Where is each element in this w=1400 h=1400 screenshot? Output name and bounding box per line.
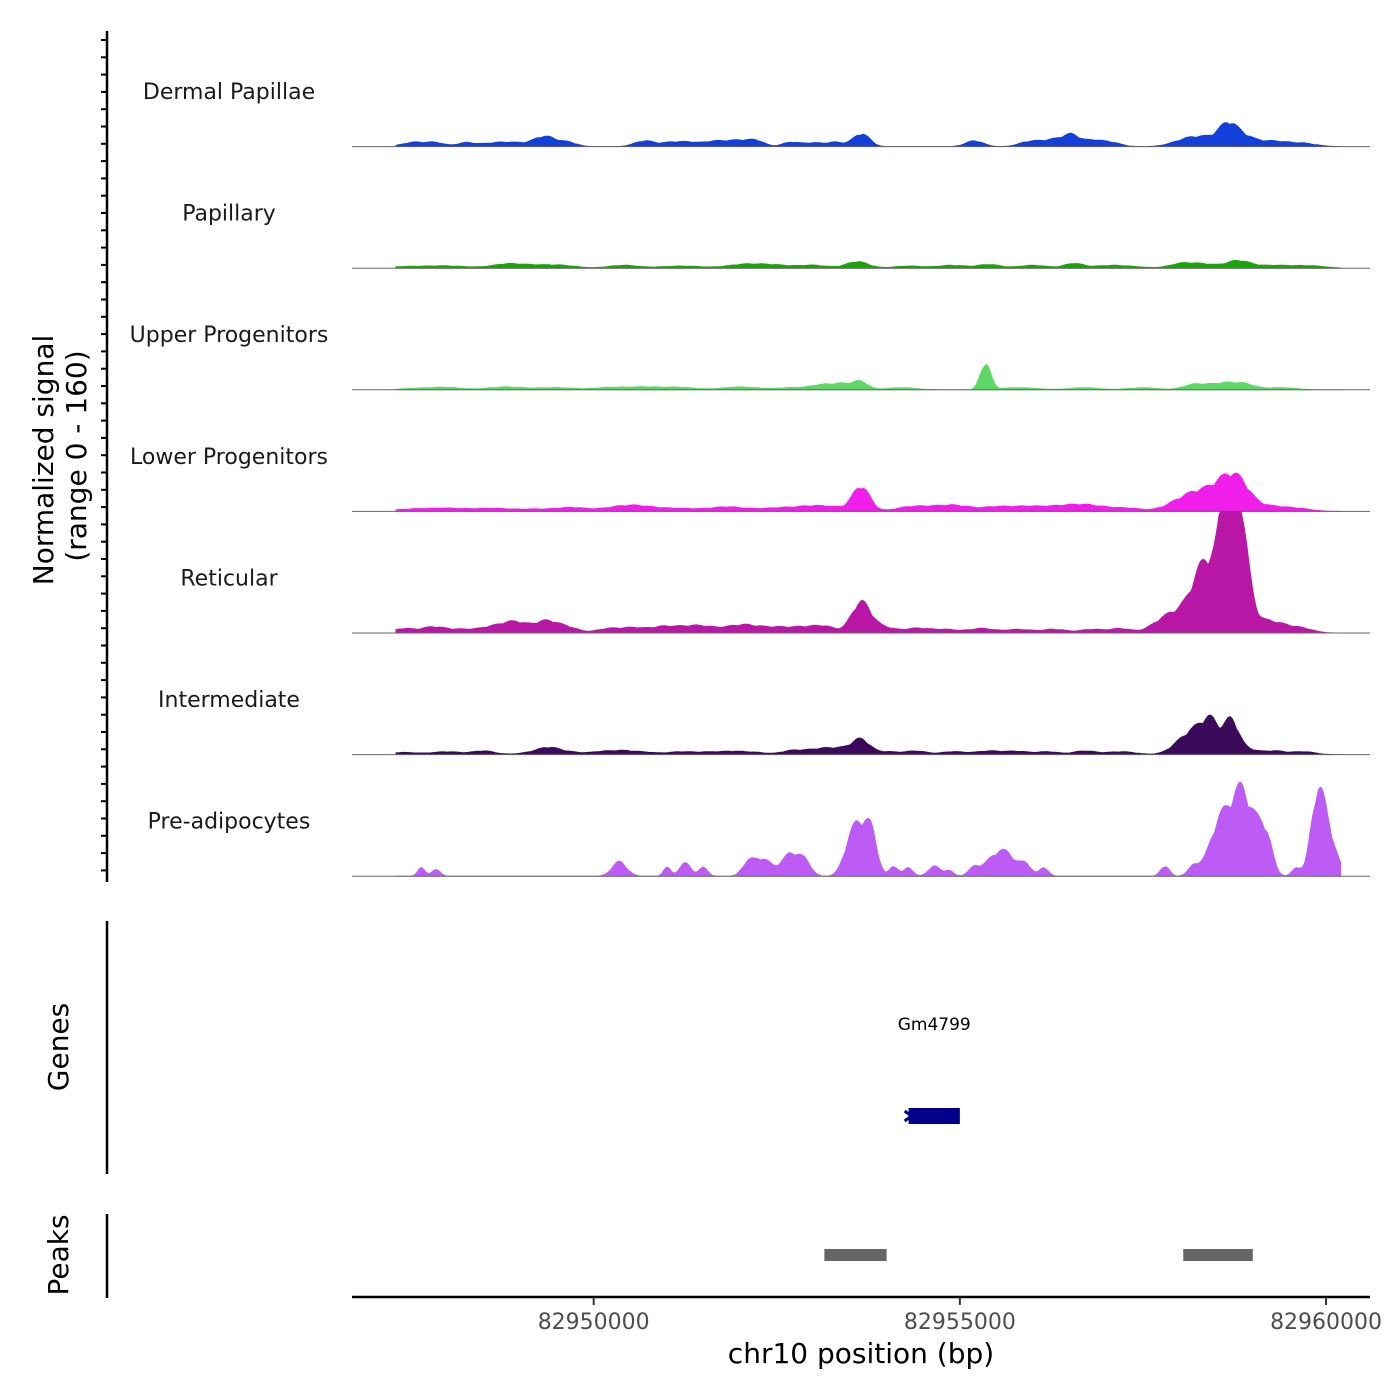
coverage-area — [395, 364, 1341, 391]
coverage-area — [395, 781, 1342, 877]
coverage-y-ticks — [101, 39, 107, 872]
coverage-area — [395, 714, 1341, 755]
track-label: Upper Progenitors — [130, 323, 329, 348]
gene-body — [908, 1108, 960, 1124]
track-label: Dermal Papillae — [143, 80, 315, 105]
track-label: Reticular — [180, 566, 278, 591]
coverage-tracks: Dermal Papillae Papillary Upper Progenitor… — [130, 80, 1370, 877]
coverage-area — [395, 122, 1342, 147]
peaks-panel-title: Peaks — [42, 1214, 75, 1295]
track-6: Intermediate — [158, 688, 1370, 756]
track-5: Reticular — [180, 511, 1370, 634]
track-label: Papillary — [182, 202, 276, 227]
track-4: Lower Progenitors — [130, 445, 1370, 512]
gene-annotations: Gm4799 — [898, 1015, 971, 1124]
coverage-area — [395, 511, 1341, 634]
track-2: Papillary — [182, 202, 1370, 269]
gene-label: Gm4799 — [898, 1015, 971, 1035]
track-1: Dermal Papillae — [143, 80, 1370, 148]
strand-arrow-icon — [903, 1109, 915, 1123]
x-tick-label: 82960000 — [1270, 1310, 1382, 1335]
x-tick-label: 82955000 — [904, 1310, 1016, 1335]
peak-bar — [1183, 1249, 1253, 1261]
genes-panel-title: Genes — [42, 1003, 75, 1091]
track-label: Lower Progenitors — [130, 445, 328, 470]
coverage-area — [395, 472, 1341, 512]
peak-bar — [824, 1249, 887, 1261]
track-label: Pre-adipocytes — [148, 810, 311, 835]
x-axis-title: chr10 position (bp) — [728, 1337, 994, 1370]
track-label: Intermediate — [158, 688, 300, 713]
y-axis-range: (range 0 - 160) — [60, 350, 93, 561]
track-3: Upper Progenitors — [130, 323, 1370, 391]
x-tick-label: 82950000 — [538, 1310, 650, 1335]
coverage-area — [395, 259, 1342, 269]
x-axis-ticks: 82950000 82955000 82960000 — [538, 1297, 1382, 1335]
track-7: Pre-adipocytes — [148, 781, 1370, 877]
y-axis-title: Normalized signal — [27, 335, 60, 586]
peak-regions — [824, 1249, 1253, 1261]
